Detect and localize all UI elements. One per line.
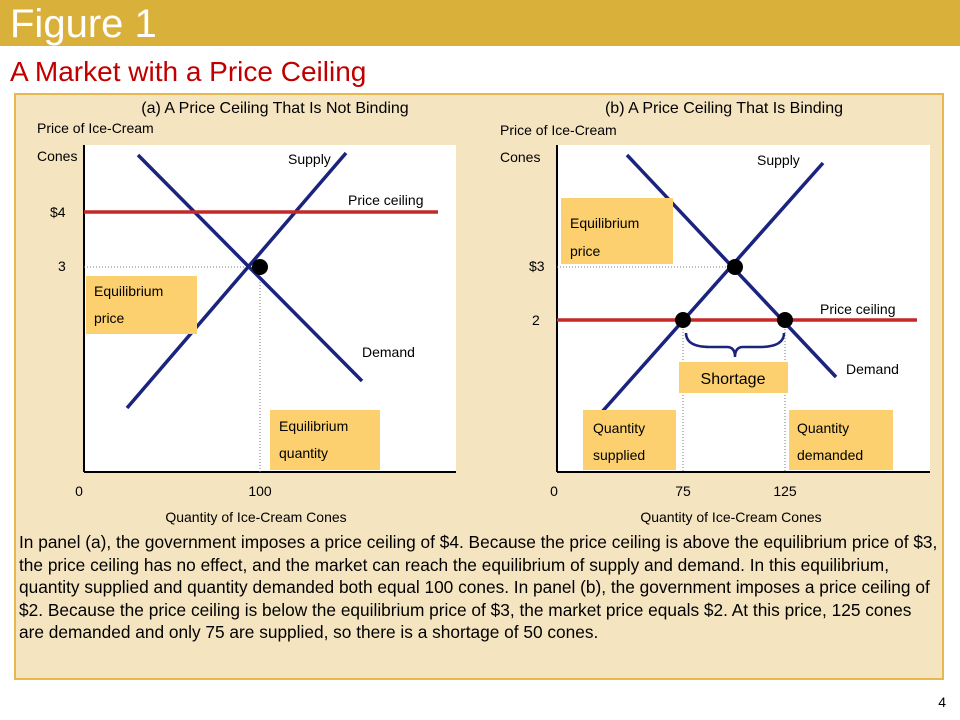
panel-b-demand-label: Demand [846, 361, 899, 377]
panel-b-qd-point [777, 312, 793, 328]
panel-b-equilibrium-point [727, 259, 743, 275]
panel-b-title: (b) A Price Ceiling That Is Binding [605, 100, 843, 117]
panel-b-ytick-2: 2 [532, 312, 540, 328]
panel-b: (b) A Price Ceiling That Is Binding Pric… [500, 100, 930, 525]
panel-b-supply-label: Supply [757, 152, 800, 168]
panel-b-eq-price-line1: Equilibrium [570, 215, 639, 231]
panel-b-shortage-box [679, 362, 788, 393]
panel-b-xlabel: Quantity of Ice-Cream Cones [640, 509, 821, 525]
panel-a-xtick-100: 100 [248, 483, 272, 499]
panel-a-demand-label: Demand [362, 344, 415, 360]
panel-a-supply-curve [125, 151, 348, 410]
panel-b-xtick-125: 125 [773, 483, 797, 499]
panel-a-ceiling-label: Price ceiling [348, 192, 423, 208]
panel-a-eq-qty-line2: quantity [279, 445, 328, 461]
panel-a-demand-curve [136, 153, 364, 383]
panel-b-eq-price-box [561, 198, 673, 264]
panel-b-ceiling-label: Price ceiling [820, 301, 895, 317]
panel-a-ylabel-line1: Price of Ice-Cream [37, 120, 154, 136]
panel-a-eq-price-box [86, 276, 197, 334]
panel-b-qd-line2: demanded [797, 447, 863, 463]
panel-a-ytick-4: $4 [50, 204, 66, 220]
page-number: 4 [938, 694, 946, 710]
panel-b-shortage-label: Shortage [701, 371, 766, 388]
figure-label: Figure 1 [10, 2, 157, 46]
panel-a-ytick-3: 3 [58, 258, 66, 274]
panel-b-qs-line1: Quantity [593, 420, 645, 436]
panel-b-qd-box [789, 410, 893, 470]
panel-a-title: (a) A Price Ceiling That Is Not Binding [141, 100, 408, 117]
panel-a-ylabel-line2: Cones [37, 148, 77, 164]
panel-a-eq-price-line1: Equilibrium [94, 283, 163, 299]
panel-a-eq-price-line2: price [94, 310, 125, 326]
panel-b-supply-curve [591, 161, 825, 424]
figure-title: A Market with a Price Ceiling [10, 56, 367, 87]
panel-a-xtick-0: 0 [75, 483, 83, 499]
panel-b-qd-line1: Quantity [797, 420, 849, 436]
panel-a-eq-qty-line1: Equilibrium [279, 418, 348, 434]
panel-b-xtick-75: 75 [675, 483, 691, 499]
panel-a-supply-label: Supply [288, 151, 331, 167]
panel-b-qs-line2: supplied [593, 447, 645, 463]
panel-b-qs-point [675, 312, 691, 328]
panel-b-eq-price-line2: price [570, 243, 601, 259]
panel-a-equilibrium-point [252, 259, 268, 275]
panel-a-eq-qty-box [270, 410, 380, 470]
panel-b-ytick-3: $3 [529, 258, 545, 274]
figure-caption: In panel (a), the government imposes a p… [19, 532, 938, 643]
panel-b-shortage-brace [684, 332, 786, 358]
panel-b-ylabel-line1: Price of Ice-Cream [500, 122, 617, 138]
panel-a-xlabel: Quantity of Ice-Cream Cones [165, 509, 346, 525]
panel-b-xtick-0: 0 [550, 483, 558, 499]
panel-b-ylabel-line2: Cones [500, 149, 540, 165]
header-bar [0, 0, 960, 46]
panel-b-qs-box [583, 410, 676, 470]
panel-a: (a) A Price Ceiling That Is Not Binding … [37, 100, 456, 525]
